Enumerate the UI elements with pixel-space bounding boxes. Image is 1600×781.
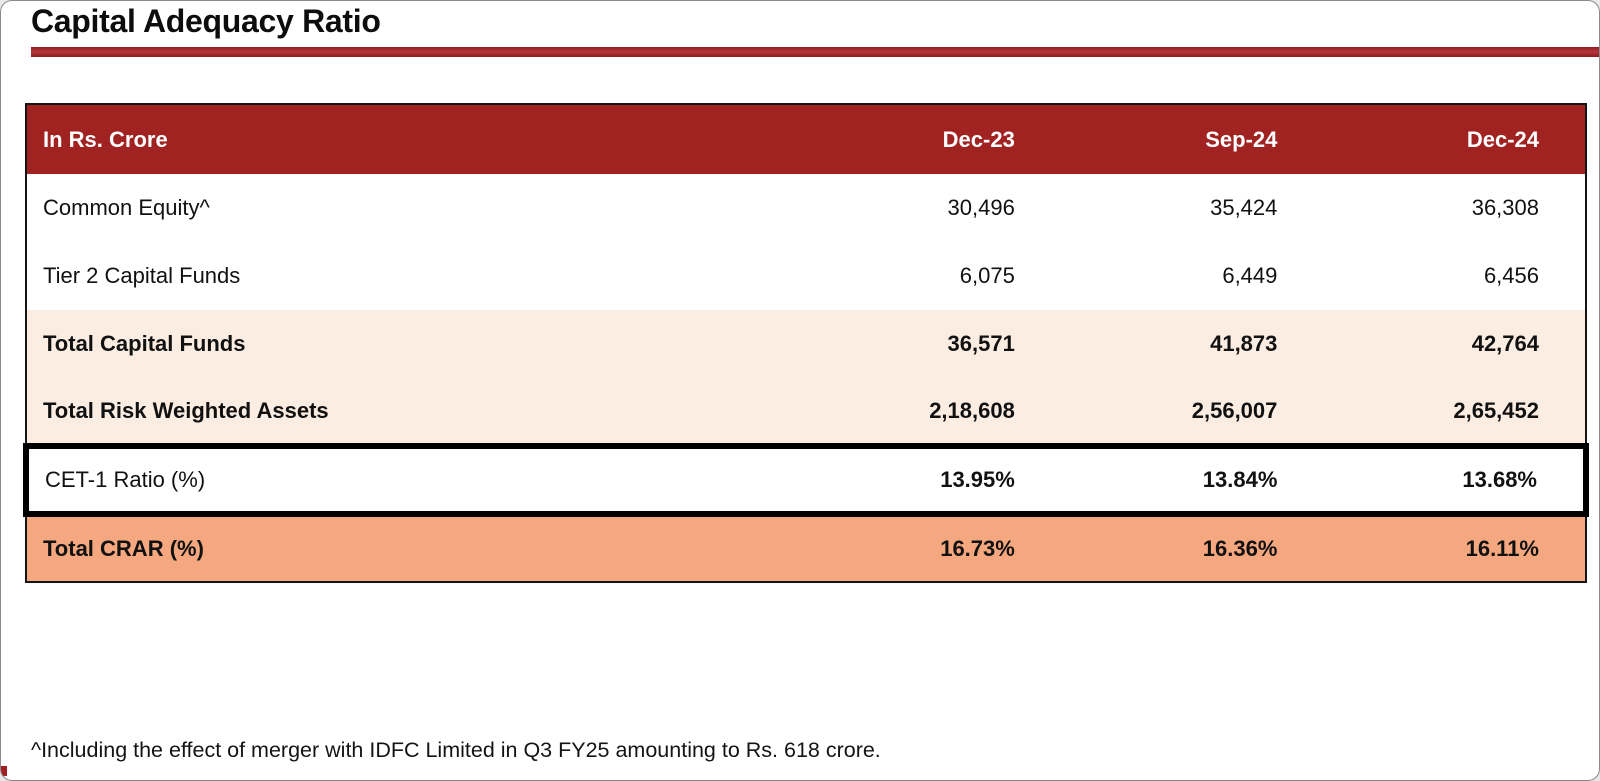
table-cell: 35,424: [1210, 195, 1278, 220]
table-cell: 2,56,007: [1191, 397, 1278, 423]
column-header-dec24: Dec-24: [1466, 126, 1539, 152]
row-label: Tier 2 Capital Funds: [43, 263, 241, 288]
row-label: Total CRAR (%): [43, 536, 204, 561]
title-underline-bar: [31, 47, 1599, 57]
table-cell: 16.73%: [940, 536, 1015, 561]
table-header-row: In Rs. Crore Dec-23 Sep-24 Dec-24: [26, 104, 1586, 174]
table-cell: 13.95%: [798, 443, 1061, 517]
table-cell: 16.11%: [1465, 536, 1539, 561]
table-cell: 16.36%: [1202, 536, 1278, 561]
table-cell: 13.84%: [1060, 443, 1324, 517]
table-row-tier2-capital: Tier 2 Capital Funds 6,075 6,449 6,456: [26, 242, 1586, 310]
table-row-cet1-ratio-highlighted: CET-1 Ratio (%) 13.95% 13.84% 13.68%: [22, 443, 1589, 517]
table-cell: 36,571: [947, 331, 1015, 356]
table-cell: 36,308: [1471, 195, 1539, 220]
bottom-left-red-accent: [1, 766, 7, 776]
table-row-total-risk-weighted-assets: Total Risk Weighted Assets 2,18,608 2,56…: [26, 378, 1586, 446]
row-label: Common Equity^: [43, 195, 210, 220]
table-row-total-crar: Total CRAR (%) 16.73% 16.36% 16.11%: [26, 514, 1586, 582]
table-row-common-equity: Common Equity^ 30,496 35,424 36,308: [26, 174, 1586, 242]
row-label: Total Risk Weighted Assets: [43, 397, 329, 423]
footnote: ^Including the effect of merger with IDF…: [31, 738, 881, 762]
table-cell: 30,496: [947, 195, 1015, 220]
table-cell: 42,764: [1471, 331, 1539, 356]
table-cell: 6,075: [959, 263, 1015, 288]
table-cell: 2,18,608: [929, 397, 1015, 423]
table-cell: 13.68%: [1323, 443, 1589, 517]
capital-adequacy-table: In Rs. Crore Dec-23 Sep-24 Dec-24 Common…: [22, 103, 1589, 583]
column-header-dec23: Dec-23: [942, 126, 1015, 152]
row-label: CET-1 Ratio (%): [22, 443, 799, 517]
unit-label-header: In Rs. Crore: [43, 126, 168, 152]
table-cell: 6,449: [1222, 263, 1278, 288]
table-cell: 41,873: [1210, 331, 1278, 356]
row-label: Total Capital Funds: [43, 331, 246, 356]
table-cell: 2,65,452: [1453, 397, 1539, 423]
table-cell: 6,456: [1483, 263, 1539, 288]
page-title: Capital Adequacy Ratio: [31, 3, 381, 39]
table-row-total-capital-funds: Total Capital Funds 36,571 41,873 42,764: [26, 310, 1586, 378]
column-header-sep24: Sep-24: [1205, 126, 1278, 152]
